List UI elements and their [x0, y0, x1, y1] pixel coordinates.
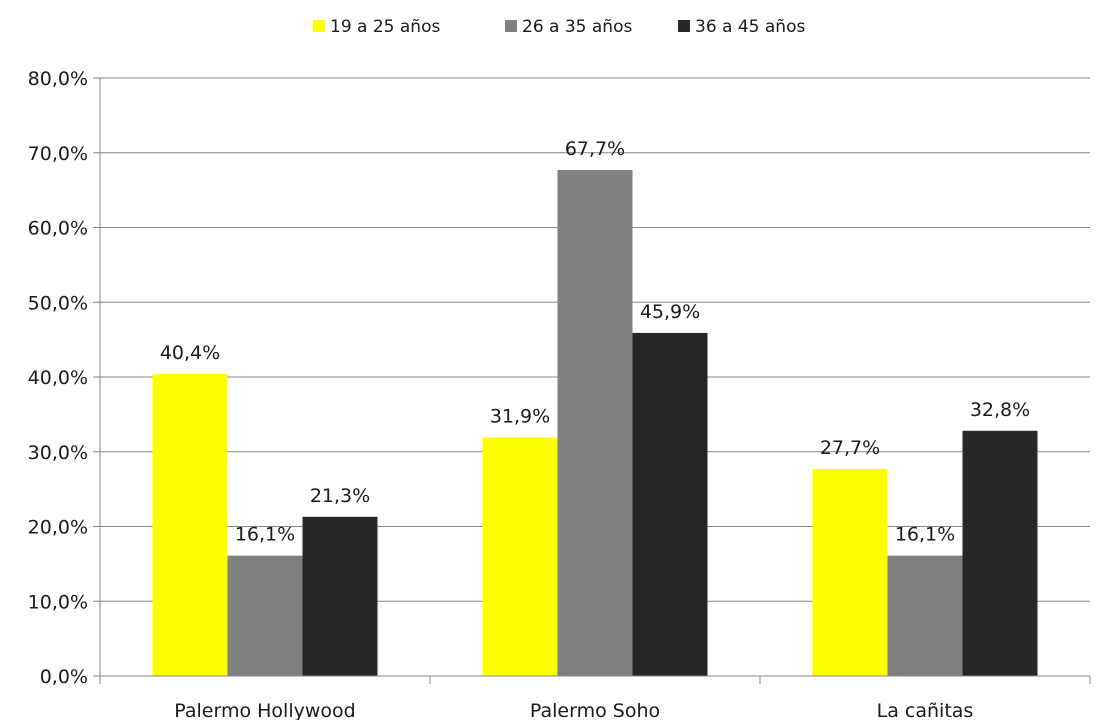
y-tick-label: 80,0%: [28, 68, 88, 90]
bar: [962, 430, 1038, 676]
y-tick-label: 20,0%: [28, 517, 88, 539]
y-axis-ticks: 0,0% 10,0% 20,0% 30,0% 40,0% 50,0% 60,0% 70,0% 8…: [28, 68, 100, 688]
axes: [99, 78, 1091, 684]
legend-swatch: [505, 20, 517, 32]
y-tick-label: 70,0%: [28, 143, 88, 165]
data-label: 32,8%: [970, 399, 1030, 421]
bar: [887, 555, 963, 676]
bar: [557, 169, 633, 676]
bar: [152, 374, 228, 676]
bar: [632, 332, 708, 676]
bar: [302, 516, 378, 676]
y-tick-label: 60,0%: [28, 218, 88, 240]
data-label: 16,1%: [895, 524, 955, 546]
data-label: 45,9%: [640, 301, 700, 323]
y-tick-label: 40,0%: [28, 367, 88, 389]
data-label: 16,1%: [235, 524, 295, 546]
data-label: 31,9%: [490, 406, 550, 428]
legend-label: 19 a 25 años: [330, 17, 440, 37]
data-label: 21,3%: [310, 485, 370, 507]
x-category-label: La cañitas: [877, 700, 974, 720]
x-category-label: Palermo Hollywood: [174, 700, 355, 720]
legend-label: 26 a 35 años: [522, 17, 632, 37]
bar: [812, 468, 888, 676]
data-labels: 40,4% 16,1% 21,3% 31,9% 67,7% 45,9% 27,7% 16,1%…: [160, 138, 1030, 546]
data-label: 40,4%: [160, 342, 220, 364]
data-label: 27,7%: [820, 437, 880, 459]
bar: [227, 555, 303, 676]
y-tick-label: 50,0%: [28, 292, 88, 314]
legend-label: 36 a 45 años: [695, 17, 805, 37]
x-axis-labels: Palermo Hollywood Palermo Soho La cañitas: [174, 700, 974, 722]
bars: [152, 169, 1038, 676]
bar: [482, 437, 558, 676]
legend-swatch: [678, 20, 690, 32]
legend: 19 a 25 años 26 a 35 años 36 a 45 años: [313, 17, 805, 37]
x-category-label: Palermo Soho: [530, 700, 660, 720]
data-label: 67,7%: [565, 138, 625, 160]
y-tick-label: 30,0%: [28, 442, 88, 464]
legend-swatch: [313, 20, 325, 32]
y-tick-label: 10,0%: [28, 591, 88, 613]
y-tick-label: 0,0%: [40, 666, 88, 688]
